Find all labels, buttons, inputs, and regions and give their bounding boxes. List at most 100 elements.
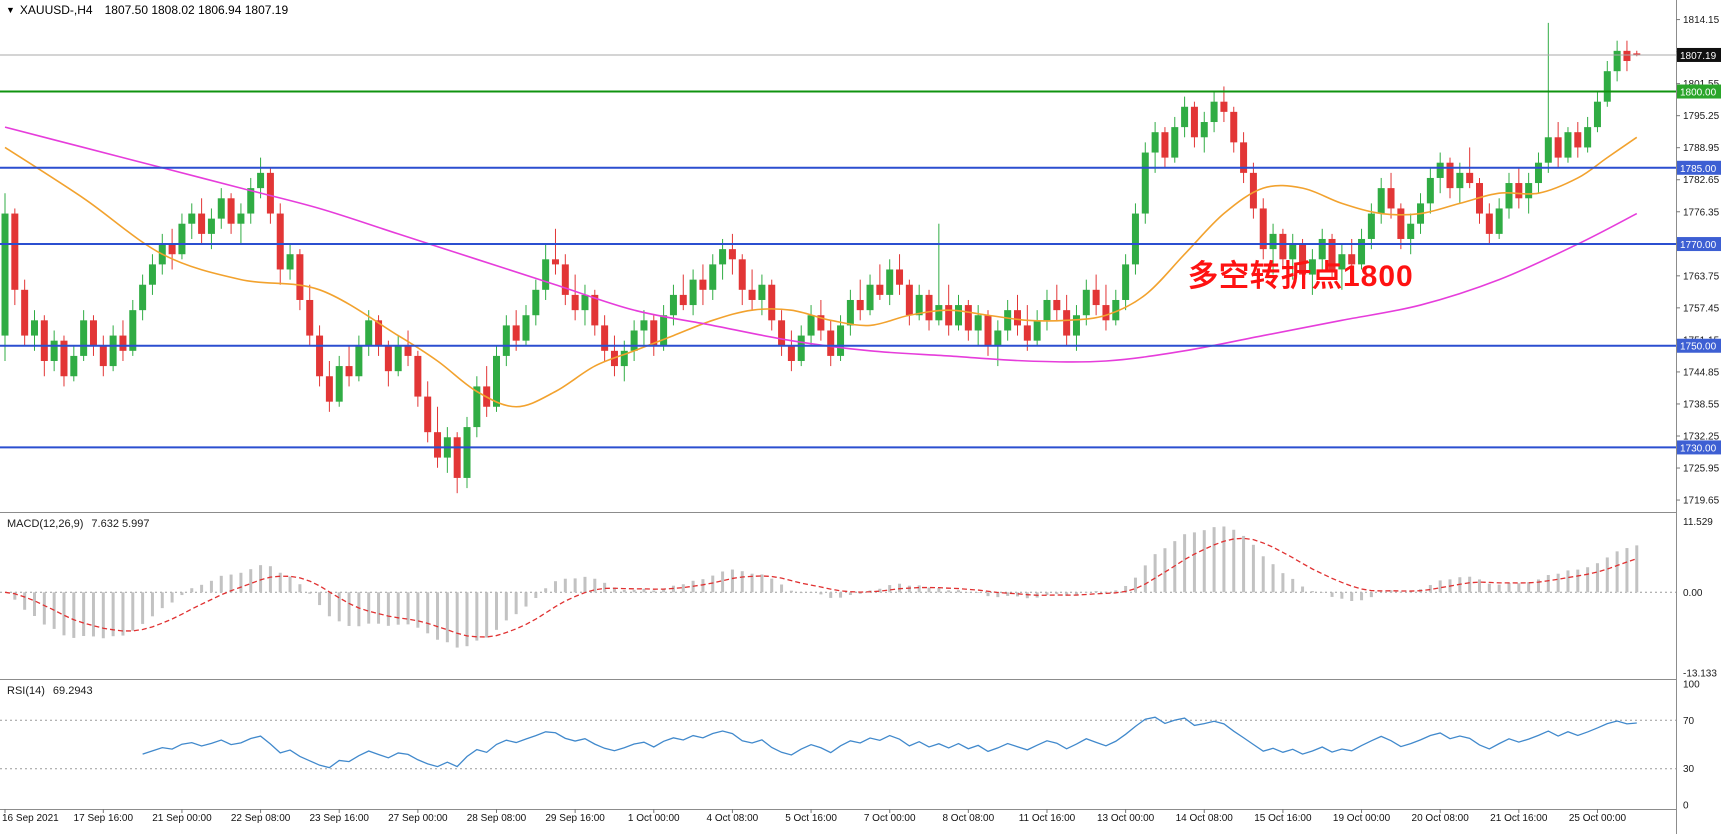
candle [886, 259, 894, 306]
candle [935, 223, 943, 326]
price-tick-label: 1757.45 [1683, 303, 1720, 314]
candle [561, 254, 569, 306]
price-axis[interactable] [1676, 0, 1722, 834]
candle-body [797, 335, 805, 361]
candle [807, 305, 815, 346]
candle [1495, 198, 1503, 239]
candle-body [198, 213, 206, 234]
candle [473, 376, 481, 438]
candle [1210, 91, 1218, 133]
candle [650, 315, 658, 356]
candle [355, 335, 363, 382]
candle-body [1210, 101, 1218, 123]
candle-body [935, 305, 943, 321]
candle-body [551, 259, 559, 265]
time-label: 14 Oct 08:00 [1175, 813, 1233, 824]
candle [1397, 203, 1405, 250]
candle [1161, 127, 1169, 168]
candle [1289, 233, 1297, 280]
macd-values: 7.632 5.997 [91, 518, 150, 530]
price-tag-1785-box [1677, 160, 1721, 175]
candle-body [1466, 172, 1474, 184]
candle [581, 284, 589, 326]
candle-body [109, 335, 117, 367]
candle-body [30, 320, 38, 336]
candle [679, 274, 687, 311]
candle-body [404, 345, 412, 356]
time-axis[interactable]: 16 Sep 2021 17 Sep 16:00 21 Sep 00:00 22 Se… [0, 810, 1676, 834]
price-tag-1730: 1730.00 [1677, 440, 1721, 455]
candle-body [365, 320, 373, 346]
candle-body [1446, 162, 1454, 189]
candle [286, 244, 294, 280]
candle-body [1407, 223, 1415, 239]
candle [1544, 22, 1552, 173]
candle [778, 310, 786, 356]
candle-body [827, 330, 835, 356]
candle [345, 345, 353, 387]
candle-body [581, 294, 589, 311]
candle-body [601, 325, 609, 351]
time-label: 15 Oct 16:00 [1254, 813, 1312, 824]
candle-body [925, 294, 933, 321]
candle-body [1181, 106, 1189, 128]
candle-body [669, 294, 677, 316]
candle [1584, 116, 1592, 153]
candle [139, 274, 147, 321]
candle-body [1436, 162, 1444, 178]
candle [787, 330, 795, 372]
price-tick-label: 1776.35 [1683, 207, 1720, 218]
candle-body [699, 279, 707, 290]
candle-body [915, 294, 923, 316]
time-label: 25 Oct 00:00 [1568, 813, 1627, 824]
candle-body [345, 366, 353, 377]
candle-body [1200, 122, 1208, 138]
candle-body [502, 325, 510, 356]
candle [1004, 299, 1012, 341]
candle [522, 305, 530, 346]
candle [1613, 40, 1621, 82]
candle [1367, 203, 1375, 250]
candle-body [532, 289, 540, 316]
candle-body [512, 325, 520, 341]
candle-body [80, 320, 88, 356]
chart-annotation-text[interactable]: 多空转折点1800 [1188, 260, 1414, 293]
candle [905, 279, 913, 326]
candle [1328, 233, 1336, 280]
price-tick-label: 1788.95 [1683, 143, 1720, 154]
candle [109, 325, 117, 372]
macd-axis-label: 0.00 [1683, 588, 1703, 599]
candle-body [306, 299, 314, 336]
candle-body [738, 259, 746, 290]
candle [1505, 172, 1513, 219]
current-price-tag-text: 1807.19 [1680, 51, 1717, 62]
candle [1534, 152, 1542, 194]
candle-body [1289, 244, 1297, 260]
candle [1092, 274, 1100, 316]
price-tick-label: 1719.65 [1683, 496, 1720, 507]
candle-body [1358, 238, 1366, 265]
candle [306, 284, 314, 346]
candle-body [1230, 111, 1238, 143]
price-tag-1750: 1750.00 [1677, 338, 1721, 353]
candle [1515, 167, 1523, 209]
candle [955, 294, 963, 331]
price-tick-label: 1738.55 [1683, 399, 1720, 410]
candle [994, 320, 1002, 367]
candle-body [1131, 213, 1139, 265]
candle [168, 228, 176, 270]
candle [384, 340, 392, 387]
candle-body [728, 249, 736, 260]
candle [1023, 305, 1031, 351]
candle-body [1495, 208, 1503, 234]
candle-body [276, 213, 284, 270]
candle-body [1603, 71, 1611, 102]
price-tag-1770-box [1677, 237, 1721, 252]
candle-body [1554, 137, 1562, 158]
candle [247, 177, 255, 224]
candle-body [1623, 50, 1631, 62]
candle [1082, 279, 1090, 326]
candle [129, 299, 137, 356]
candle [30, 310, 38, 351]
